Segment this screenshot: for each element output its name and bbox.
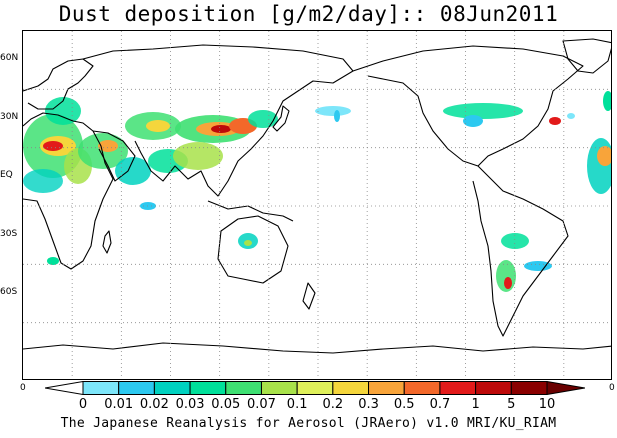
world-map — [22, 30, 612, 380]
coastline-australia — [217, 215, 289, 284]
dust-blob — [334, 110, 340, 122]
coastline-arabia — [92, 130, 136, 182]
lat-label-30n: 30N — [0, 112, 19, 122]
colorbar-bin — [260, 381, 298, 395]
colorbar-bin — [368, 381, 405, 395]
colorbar-label: 0.07 — [246, 397, 276, 412]
colorbar-label: 0.2 — [322, 397, 344, 412]
dust-deposition-field — [23, 91, 611, 292]
dust-blob — [443, 103, 523, 119]
colorbar-bin — [439, 381, 477, 395]
dust-blob — [549, 117, 561, 125]
dust-blob — [248, 110, 278, 128]
lat-label-60s: 60S — [0, 287, 18, 297]
colorbar-end-left — [45, 381, 84, 395]
dust-blob — [587, 138, 611, 194]
colorbar-bin — [82, 381, 120, 395]
colorbar-bin — [475, 381, 512, 395]
colorbar-bin — [332, 381, 370, 395]
coastline-antarctica — [23, 342, 611, 354]
colorbar-label: 0.02 — [139, 397, 169, 412]
credit-line: The Japanese Reanalysis for Aerosol (JRA… — [60, 416, 557, 431]
colorbar-label: 0 — [78, 397, 88, 412]
dust-blob — [597, 146, 611, 166]
colorbar-label: 5 — [507, 397, 516, 412]
dust-blob — [501, 233, 529, 249]
coastlines — [23, 38, 611, 354]
colorbar-label: 0.01 — [104, 397, 134, 412]
colorbar-bin — [118, 381, 155, 395]
colorbar-bin — [403, 381, 441, 395]
lon-label-right: 0 — [609, 383, 615, 393]
coastline-madagascar — [102, 230, 112, 254]
colorbar-label: 0.05 — [211, 397, 241, 412]
dust-blob — [524, 261, 552, 271]
dust-blob — [315, 106, 351, 116]
lat-label-60n: 60N — [0, 53, 19, 63]
graticule — [23, 31, 611, 379]
lon-label-left: 0 — [20, 383, 26, 393]
dust-blob — [23, 169, 63, 193]
colorbar-bin — [510, 381, 548, 395]
lat-label-eq: EQ — [0, 170, 13, 180]
dust-blob — [244, 240, 252, 246]
coastline-south-america — [472, 165, 569, 337]
dust-blob — [211, 125, 231, 133]
colorbar-bin — [153, 381, 191, 395]
coastline-japan — [272, 105, 290, 132]
coastline-greenland — [562, 38, 611, 74]
dust-blob — [504, 277, 512, 289]
colorbar-label: 1 — [471, 397, 480, 412]
colorbar — [45, 381, 585, 395]
colorbar-label: 0.7 — [429, 397, 451, 412]
colorbar-bin — [296, 381, 334, 395]
colorbar-label: 0.03 — [175, 397, 205, 412]
dust-blob — [47, 257, 59, 265]
map-title: Dust deposition [g/m2/day]:: 08Jun2011 — [58, 2, 559, 26]
coastline-asia — [82, 44, 354, 197]
colorbar-label: 0.5 — [393, 397, 415, 412]
dust-blob — [146, 120, 170, 132]
dust-blob — [43, 141, 63, 151]
coastline-europe — [23, 58, 94, 110]
dust-blob — [567, 113, 575, 119]
dust-blob — [98, 140, 118, 152]
colorbar-label: 10 — [538, 397, 556, 412]
colorbar-label: 0.1 — [286, 397, 308, 412]
dust-blob — [173, 142, 223, 170]
coastline-north-america — [352, 45, 584, 167]
dust-blob — [603, 91, 611, 111]
colorbar-end-right — [546, 381, 585, 395]
colorbar-label: 0.3 — [358, 397, 379, 412]
dust-blob — [115, 157, 151, 185]
coastline-new-zealand — [302, 282, 316, 310]
colorbar-bin — [189, 381, 227, 395]
map-canvas — [23, 31, 611, 379]
dust-blob — [463, 115, 483, 127]
lat-label-30s: 30S — [0, 229, 18, 239]
coastline-africa — [23, 112, 114, 270]
coastline-indonesia — [207, 200, 294, 222]
colorbar-bin — [225, 381, 262, 395]
colorbar-labels: 0 0.01 0.02 0.03 0.05 0.07 0.1 0.2 0.3 0.5 0.7 1 5 10 — [0, 397, 617, 413]
